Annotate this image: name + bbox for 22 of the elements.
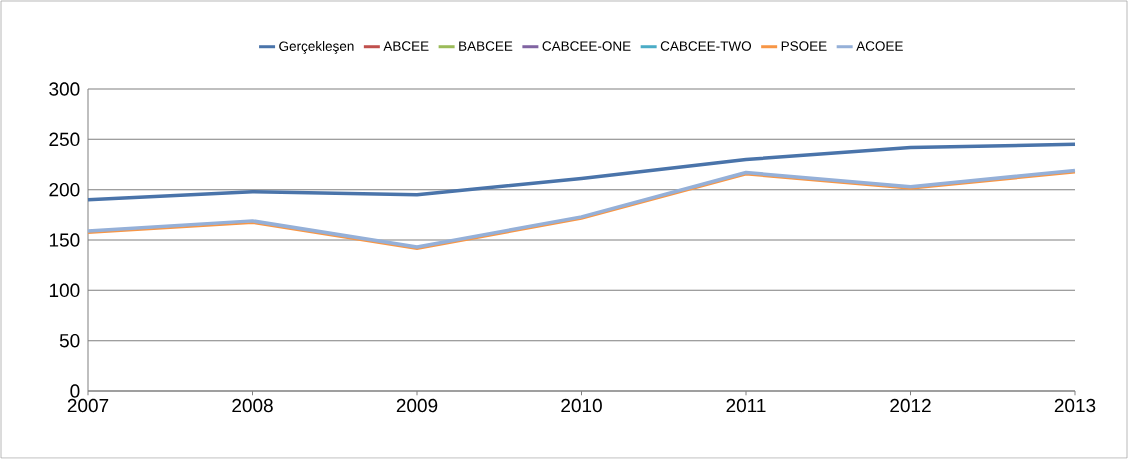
legend-label: Gerçekleşen (279, 41, 354, 54)
legend-label: ACOEE (856, 41, 903, 51)
legend-label: PSOEE (781, 41, 827, 51)
y-tick-label: 150 (49, 233, 80, 247)
x-tick-label: 2011 (726, 398, 766, 413)
legend-label: CABCEE-ONE (542, 41, 631, 51)
x-tick-label: 2008 (232, 398, 273, 413)
x-tick-label: 2007 (67, 398, 109, 413)
y-tick-label: 50 (59, 333, 80, 348)
line-series (86, 142, 1077, 202)
legend-label: CABCEE-TWO (660, 41, 752, 51)
y-tick-label: 250 (49, 132, 80, 147)
y-tick-label: 0 (70, 384, 80, 398)
legend-label: BABCEE (459, 41, 513, 51)
x-tick-label: 2012 (890, 398, 931, 413)
y-tick-label: 200 (49, 182, 80, 197)
y-tick-label: 100 (49, 283, 80, 298)
x-tick-label: 2010 (561, 398, 602, 413)
legend-label: ABCEE (383, 41, 429, 51)
y-tick-label: 300 (49, 82, 80, 96)
x-tick-label: 2013 (1054, 398, 1096, 413)
x-tick-label: 2009 (396, 398, 438, 413)
